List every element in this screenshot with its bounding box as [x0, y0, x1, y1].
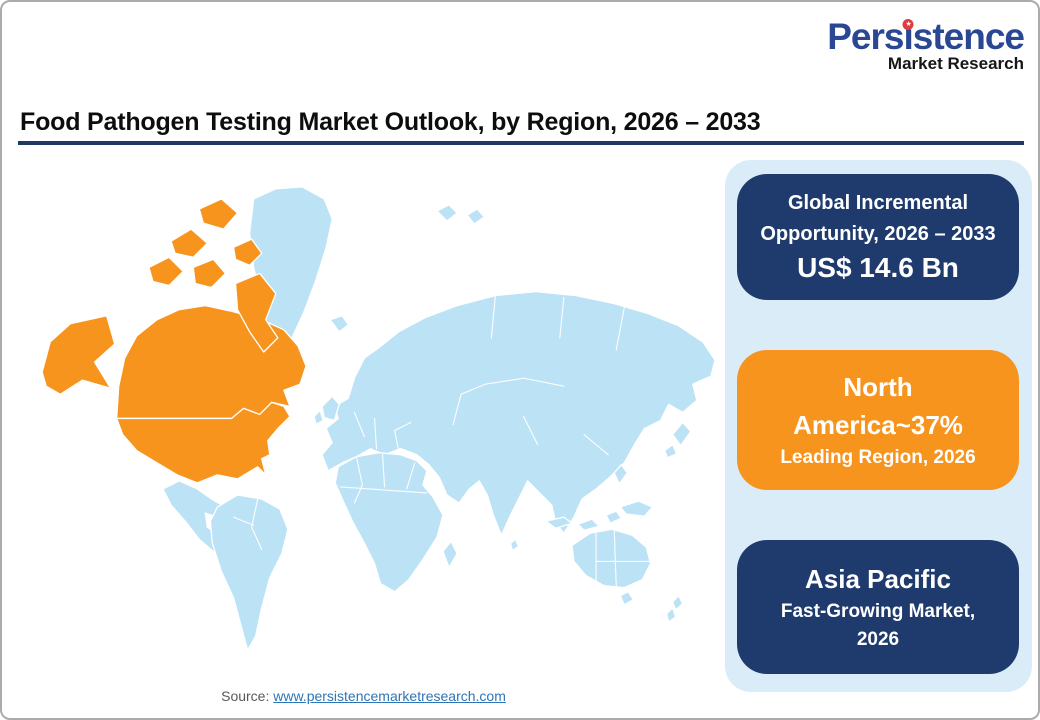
region-north-america	[41, 198, 307, 484]
title-underline	[18, 141, 1024, 145]
highlight-panel: Global Incremental Opportunity, 2026 – 2…	[725, 160, 1032, 692]
star-glyph: ★	[905, 21, 911, 28]
card-asia-pacific: Asia Pacific Fast-Growing Market, 2026	[737, 540, 1019, 674]
card-title: North	[843, 372, 913, 402]
world-map	[20, 152, 725, 697]
card-subtitle: 2026	[856, 629, 900, 650]
card-subtitle: Fast-Growing Market,	[780, 601, 976, 622]
logo-letter-i: ı ★	[902, 16, 914, 57]
card-line: Global Incremental	[787, 192, 969, 214]
page-title: Food Pathogen Testing Market Outlook, by…	[20, 108, 761, 136]
logo: Persı ★ stence Market Research	[827, 16, 1025, 74]
world-map-svg	[41, 186, 716, 651]
card-subtitle: Leading Region, 2026	[780, 447, 976, 468]
region-rest-of-world	[162, 186, 716, 651]
star-icon: ★	[902, 19, 914, 30]
card-global-incremental-opportunity: Global Incremental Opportunity, 2026 – 2…	[737, 174, 1019, 300]
source-line: Source: www.persistencemarketresearch.co…	[2, 688, 725, 704]
card-north-america: North America~37% Leading Region, 2026	[737, 350, 1019, 490]
card-title: America~37%	[793, 410, 963, 440]
logo-tagline: Market Research	[887, 53, 1024, 73]
logo-dotless-i: ı	[903, 16, 913, 57]
logo-brand-post: stence	[912, 16, 1025, 57]
card-line: Opportunity, 2026 – 2033	[760, 223, 996, 245]
card-value: US$ 14.6 Bn	[797, 252, 959, 283]
source-link[interactable]: www.persistencemarketresearch.com	[273, 688, 506, 704]
source-label: Source:	[221, 688, 270, 704]
logo-brand-pre: Pers	[827, 16, 904, 57]
logo-brand-text: Persı ★ stence	[827, 16, 1025, 57]
card-title: Asia Pacific	[805, 564, 951, 594]
